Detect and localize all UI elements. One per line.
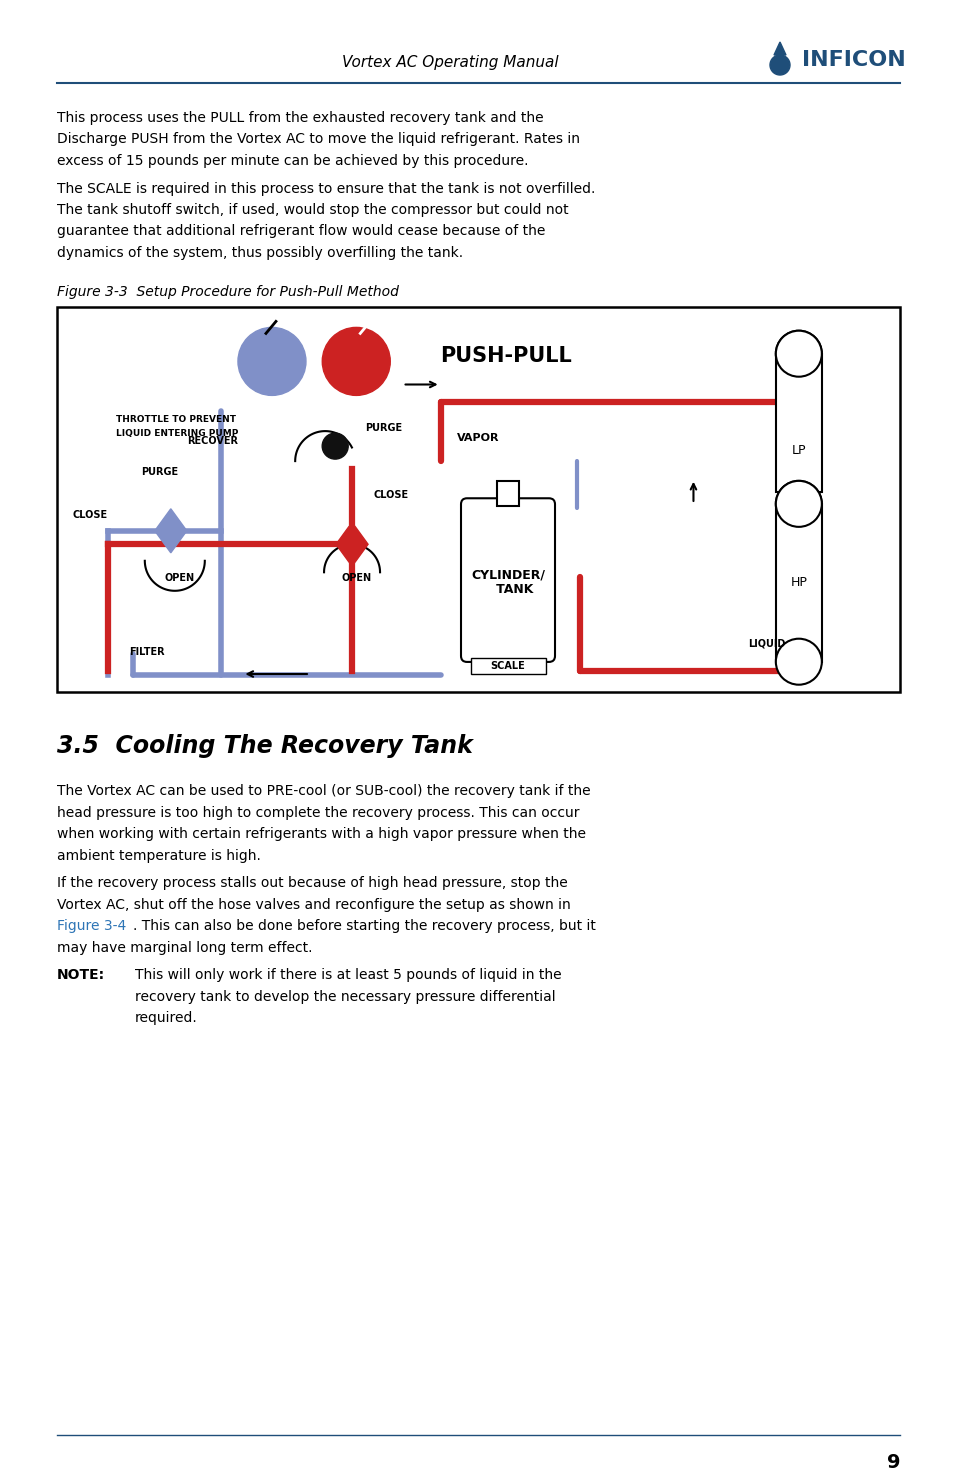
Text: LIQUID ENTERING PUMP: LIQUID ENTERING PUMP <box>116 429 238 438</box>
Text: NOTE:: NOTE: <box>57 969 105 982</box>
Text: Vortex AC, shut off the hose valves and reconfigure the setup as shown in: Vortex AC, shut off the hose valves and … <box>57 898 570 912</box>
Circle shape <box>775 481 821 527</box>
Circle shape <box>775 481 821 527</box>
Circle shape <box>775 639 821 684</box>
Text: CYLINDER/
   TANK: CYLINDER/ TANK <box>471 568 544 596</box>
Text: The Vortex AC can be used to PRE-cool (or SUB-cool) the recovery tank if the: The Vortex AC can be used to PRE-cool (o… <box>57 785 590 798</box>
Polygon shape <box>773 41 785 55</box>
Text: ambient temperature is high.: ambient temperature is high. <box>57 850 260 863</box>
Text: LP: LP <box>791 444 805 457</box>
Text: The SCALE is required in this process to ensure that the tank is not overfilled.: The SCALE is required in this process to… <box>57 181 595 196</box>
Text: required.: required. <box>135 1012 197 1025</box>
Text: RECOVER: RECOVER <box>187 437 238 447</box>
Text: recovery tank to develop the necessary pressure differential: recovery tank to develop the necessary p… <box>135 990 555 1004</box>
Text: LP: LP <box>262 360 281 373</box>
Text: dynamics of the system, thus possibly overfilling the tank.: dynamics of the system, thus possibly ov… <box>57 246 462 260</box>
Circle shape <box>775 330 821 376</box>
FancyBboxPatch shape <box>460 499 555 662</box>
Text: V2: V2 <box>329 441 341 450</box>
Polygon shape <box>335 522 368 566</box>
Bar <box>497 481 518 506</box>
Text: 9: 9 <box>885 1453 899 1472</box>
Text: The tank shutoff switch, if used, would stop the compressor but could not: The tank shutoff switch, if used, would … <box>57 204 568 217</box>
Text: THROTTLE TO PREVENT: THROTTLE TO PREVENT <box>116 416 235 425</box>
Text: excess of 15 pounds per minute can be achieved by this procedure.: excess of 15 pounds per minute can be ac… <box>57 153 528 168</box>
Text: CLOSE: CLOSE <box>72 510 108 519</box>
Circle shape <box>775 330 821 376</box>
Text: PURGE: PURGE <box>141 468 178 478</box>
Text: FILTER: FILTER <box>129 648 164 656</box>
Text: If the recovery process stalls out because of high head pressure, stop the: If the recovery process stalls out becau… <box>57 876 567 891</box>
Text: This will only work if there is at least 5 pounds of liquid in the: This will only work if there is at least… <box>135 969 561 982</box>
Bar <box>57 307 899 692</box>
Circle shape <box>237 327 306 395</box>
Text: Figure 3-4: Figure 3-4 <box>57 919 126 934</box>
Text: Vortex AC Operating Manual: Vortex AC Operating Manual <box>341 55 558 69</box>
Text: CLOSE: CLOSE <box>373 490 408 500</box>
Text: LIQUID: LIQUID <box>747 639 785 649</box>
Text: PURGE: PURGE <box>364 423 401 434</box>
Text: may have marginal long term effect.: may have marginal long term effect. <box>57 941 313 954</box>
Circle shape <box>769 55 789 75</box>
Text: when working with certain refrigerants with a high vapor pressure when the: when working with certain refrigerants w… <box>57 827 585 842</box>
Text: INFICON: INFICON <box>801 50 904 69</box>
Text: SCALE: SCALE <box>490 661 525 671</box>
Text: OPEN: OPEN <box>164 574 194 583</box>
Bar <box>470 658 545 674</box>
Text: Figure 3-3  Setup Procedure for Push-Pull Method: Figure 3-3 Setup Procedure for Push-Pull… <box>57 286 398 299</box>
Text: V3: V3 <box>345 540 358 549</box>
Text: head pressure is too high to complete the recovery process. This can occur: head pressure is too high to complete th… <box>57 805 578 820</box>
Text: This process uses the PULL from the exhausted recovery tank and the: This process uses the PULL from the exha… <box>57 111 543 125</box>
Text: guarantee that additional refrigerant flow would cease because of the: guarantee that additional refrigerant fl… <box>57 224 545 239</box>
Text: 3.5  Cooling The Recovery Tank: 3.5 Cooling The Recovery Tank <box>57 735 473 758</box>
Text: HP: HP <box>345 360 367 373</box>
Bar <box>775 354 821 493</box>
Text: Discharge PUSH from the Vortex AC to move the liquid refrigerant. Rates in: Discharge PUSH from the Vortex AC to mov… <box>57 133 579 146</box>
Polygon shape <box>154 509 187 553</box>
Bar <box>775 504 821 662</box>
Text: . This can also be done before starting the recovery process, but it: . This can also be done before starting … <box>132 919 596 934</box>
Text: VAPOR: VAPOR <box>456 432 499 442</box>
Text: OPEN: OPEN <box>341 574 371 583</box>
Text: V1: V1 <box>164 525 178 535</box>
Circle shape <box>322 327 390 395</box>
Text: HP: HP <box>790 577 806 590</box>
Circle shape <box>322 434 348 459</box>
Text: PUSH-PULL: PUSH-PULL <box>440 345 572 366</box>
